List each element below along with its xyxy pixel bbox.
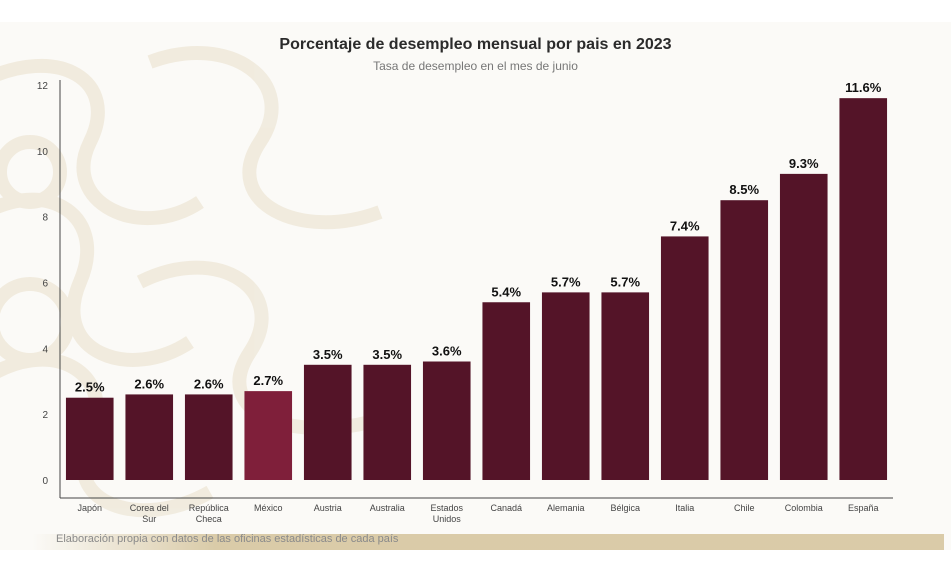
x-tick-label: Australia	[370, 503, 405, 513]
bar	[839, 98, 888, 481]
y-tick-label: 10	[37, 147, 49, 158]
bar	[720, 200, 769, 481]
bar-value-label: 2.7%	[253, 373, 283, 388]
chart-subtitle: Tasa de desempleo en el mes de junio	[373, 59, 578, 73]
bar-value-label: 5.7%	[610, 274, 640, 289]
bar	[601, 292, 650, 480]
bar-data-labels: 2.5% 2.6% 2.6% 2.7% 3.5% 3.5% 3.6% 5.4% 5.7% 5.7%…	[75, 80, 882, 395]
x-tick-label: España	[848, 503, 879, 513]
bar	[422, 361, 471, 480]
y-tick-label: 0	[42, 476, 48, 487]
x-tick-label: Chile	[734, 503, 755, 513]
footer-band	[32, 534, 944, 550]
bar	[303, 364, 352, 480]
bar-value-label: 3.6%	[432, 344, 462, 359]
bar-value-label: 5.4%	[491, 284, 521, 299]
bar	[541, 292, 590, 480]
bar	[482, 302, 531, 480]
x-tick-label: México	[254, 503, 283, 513]
bar-value-label: 2.6%	[194, 376, 224, 391]
x-tick-label: Bélgica	[610, 503, 640, 513]
y-tick-label: 8	[42, 213, 48, 224]
bar	[363, 364, 412, 480]
bar	[65, 397, 114, 480]
chart-title: Porcentaje de desempleo mensual por pais…	[279, 36, 672, 53]
bar-value-label: 8.5%	[729, 182, 759, 197]
x-tick-label: Canadá	[490, 503, 522, 513]
x-tick-label: Alemania	[547, 503, 585, 513]
x-tick-label: Corea del Sur	[130, 503, 169, 524]
bar-value-label: 5.7%	[551, 274, 581, 289]
bar-value-label: 2.5%	[75, 380, 105, 395]
bar	[184, 394, 233, 480]
bar-value-label: 11.6%	[845, 80, 882, 95]
y-tick-label: 2	[42, 410, 48, 421]
bar-value-label: 3.5%	[313, 347, 343, 362]
x-tick-label: República Checa	[189, 503, 229, 524]
bar-value-label: 3.5%	[372, 347, 402, 362]
chart-bars	[65, 98, 888, 481]
source-note: Elaboración propia con datos de las ofic…	[56, 533, 399, 545]
y-tick-label: 6	[42, 279, 48, 290]
y-tick-label: 12	[37, 81, 49, 92]
x-tick-label: Estados Unidos	[430, 503, 463, 524]
y-tick-label: 4	[42, 344, 48, 355]
bar	[779, 173, 828, 480]
bar	[660, 236, 709, 480]
x-tick-label: Colombia	[785, 503, 823, 513]
bar-value-label: 9.3%	[789, 156, 819, 171]
y-axis-ticks: 0 2 4 6 8 10 12	[37, 81, 49, 487]
bar-value-label: 2.6%	[134, 376, 164, 391]
x-tick-label: Austria	[314, 503, 342, 513]
chart-axes	[59, 80, 893, 499]
x-axis-ticks: Japón Corea del Sur República Checa México Aus…	[77, 503, 878, 524]
x-tick-label: Italia	[675, 503, 694, 513]
x-tick-label: Japón	[77, 503, 102, 513]
bar	[244, 391, 293, 480]
bar	[125, 394, 174, 480]
bar-value-label: 7.4%	[670, 218, 700, 233]
